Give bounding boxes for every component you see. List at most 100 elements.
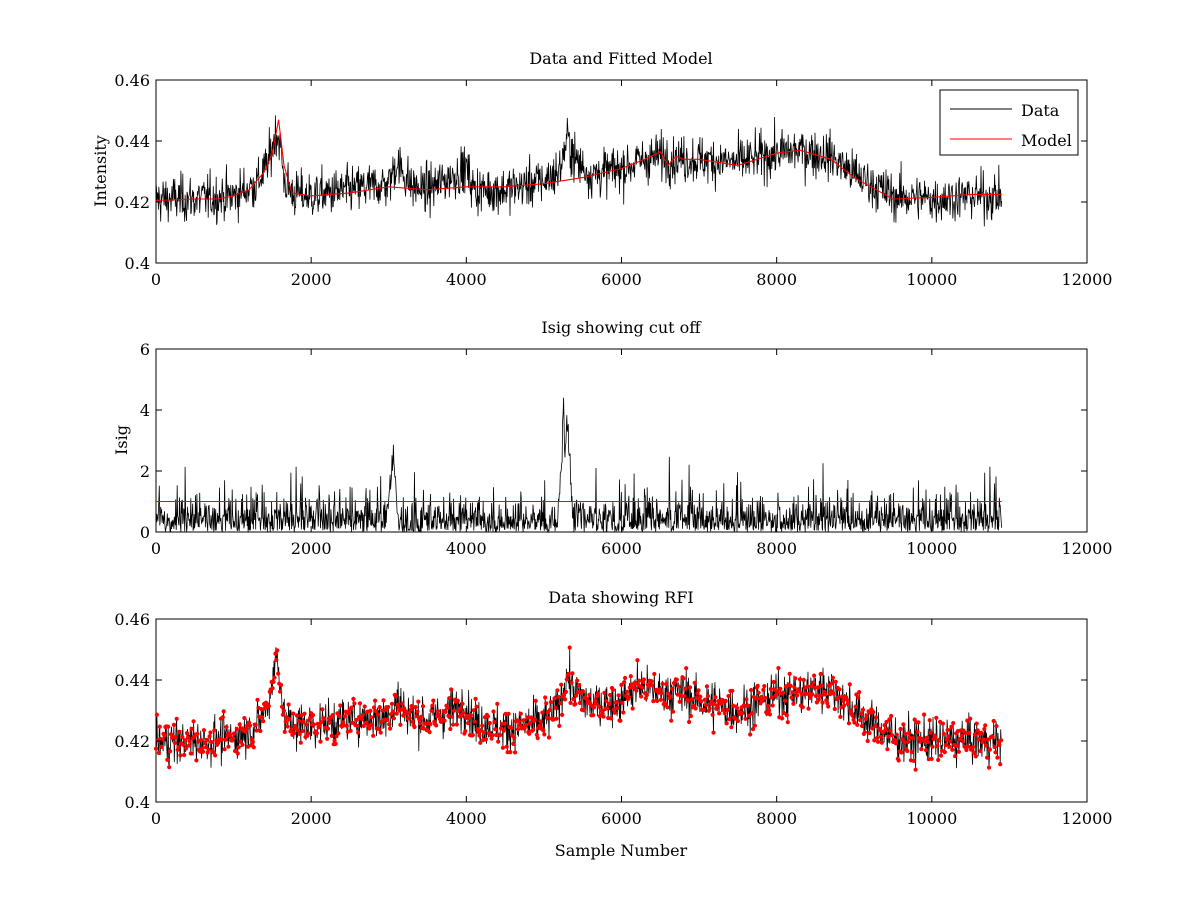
rfi-point: [596, 704, 601, 709]
y-tick-label: 0.46: [114, 610, 150, 629]
rfi-point: [915, 729, 920, 735]
rfi-point: [905, 748, 910, 754]
rfi-point: [850, 713, 855, 718]
rfi-point: [644, 692, 649, 698]
rfi-point: [472, 719, 477, 724]
rfi-point: [272, 675, 277, 680]
rfi-point: [884, 719, 889, 725]
rfi-point: [182, 752, 187, 758]
rfi-point: [284, 715, 289, 720]
x-tick-label: 10000: [906, 539, 957, 558]
rfi-point: [991, 718, 996, 724]
rfi-point: [412, 724, 417, 730]
rfi-point: [255, 697, 260, 703]
rfi-point: [325, 726, 331, 731]
rfi-point: [885, 747, 890, 752]
rfi-point: [496, 739, 501, 744]
rfi-point: [787, 671, 792, 676]
rfi-point: [334, 734, 339, 739]
rfi-point: [295, 728, 301, 733]
rfi-point: [157, 724, 162, 729]
rfi-point: [557, 723, 562, 729]
rfi-point: [254, 728, 259, 733]
rfi-point: [901, 722, 906, 727]
rfi-point: [297, 731, 302, 737]
rfi-point: [279, 704, 285, 709]
rfi-point: [492, 719, 497, 725]
x-tick-label: 6000: [601, 809, 642, 828]
rfi-point: [318, 739, 323, 744]
rfi-point: [877, 727, 883, 733]
series-isig-line: [155, 397, 1003, 534]
rfi-point: [530, 727, 536, 733]
rfi-point: [747, 713, 752, 718]
rfi-point: [606, 701, 612, 707]
rfi-point: [811, 680, 816, 685]
rfi-point: [304, 722, 309, 727]
rfi-point: [242, 715, 247, 721]
rfi-point: [337, 714, 342, 719]
rfi-point: [614, 699, 619, 705]
rfi-point: [919, 746, 924, 752]
rfi-point: [766, 708, 772, 713]
rfi-point: [542, 732, 547, 737]
rfi-point: [659, 690, 664, 696]
rfi-point: [400, 701, 405, 706]
rfi-point: [703, 702, 709, 708]
rfi-point: [767, 712, 773, 717]
rfi-point: [947, 744, 952, 749]
rfi-point: [873, 723, 878, 729]
rfi-point: [952, 754, 958, 759]
x-tick-label: 6000: [601, 539, 642, 558]
rfi-point: [637, 678, 642, 683]
rfi-point: [567, 645, 572, 650]
rfi-point: [801, 677, 806, 683]
rfi-point: [525, 715, 530, 720]
y-tick-label: 6: [140, 340, 150, 359]
rfi-point: [993, 750, 998, 755]
rfi-point: [183, 738, 188, 743]
rfi-point: [273, 651, 278, 656]
rfi-point: [445, 705, 450, 710]
rfi-point: [886, 734, 891, 739]
rfi-point: [234, 726, 239, 732]
rfi-point: [858, 711, 864, 716]
rfi-point: [211, 750, 216, 755]
rfi-point: [463, 728, 468, 734]
rfi-point: [482, 730, 487, 735]
rfi-point: [921, 712, 927, 717]
rfi-point: [574, 693, 579, 698]
rfi-point: [512, 735, 517, 740]
rfi-point: [537, 723, 542, 728]
y-axis-label: Isig: [112, 425, 131, 455]
rfi-point: [856, 695, 861, 700]
rfi-point: [848, 708, 853, 713]
rfi-point: [864, 713, 869, 718]
rfi-point: [797, 677, 803, 682]
rfi-point: [201, 728, 206, 733]
rfi-point: [889, 713, 894, 719]
x-tick-label: 2000: [291, 539, 332, 558]
rfi-point: [780, 690, 786, 695]
rfi-point: [435, 708, 441, 714]
rfi-point: [573, 701, 578, 707]
rfi-point: [181, 742, 186, 747]
rfi-point: [705, 693, 711, 699]
rfi-point: [390, 709, 396, 714]
rfi-point: [538, 719, 543, 724]
rfi-point: [306, 731, 311, 736]
rfi-point: [831, 691, 836, 696]
rfi-point: [769, 695, 774, 700]
rfi-point: [555, 688, 560, 693]
rfi-point: [616, 693, 621, 698]
rfi-point: [871, 710, 876, 715]
rfi-point: [473, 696, 478, 702]
rfi-point: [369, 715, 374, 720]
series-data-line: [155, 115, 1003, 227]
rfi-point: [683, 686, 688, 691]
rfi-point: [177, 729, 182, 735]
rfi-point: [983, 743, 989, 748]
rfi-point: [261, 719, 266, 724]
rfi-point: [517, 723, 522, 728]
rfi-point: [903, 731, 908, 736]
